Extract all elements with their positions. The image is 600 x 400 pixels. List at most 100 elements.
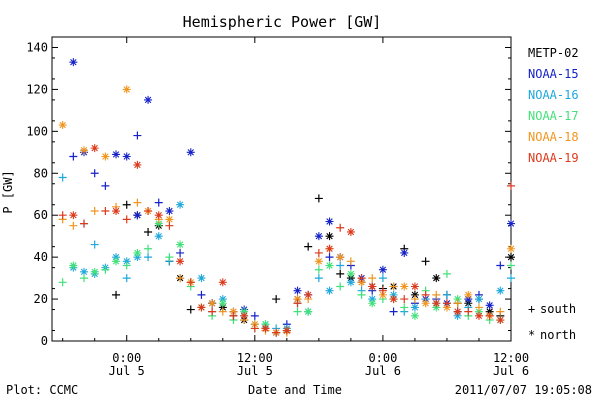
noaa-17-north-point	[410, 311, 419, 320]
y-tick-label: 100	[26, 124, 48, 138]
noaa-18-north-point	[293, 295, 302, 304]
noaa-19-north-point	[197, 303, 206, 312]
metp-02-south-point	[112, 290, 121, 299]
noaa-15-south-point	[325, 253, 334, 262]
noaa-15-north-point	[186, 148, 195, 157]
noaa-15-north-point	[378, 265, 387, 274]
y-tick-label: 80	[34, 166, 48, 180]
noaa-19-north-point	[218, 278, 227, 287]
legend-entry-noaa-15: NOAA-15	[528, 67, 579, 81]
noaa-15-north-point	[122, 152, 131, 161]
y-tick-label: 0	[41, 334, 48, 348]
metp-02-north-point	[410, 290, 419, 299]
noaa-16-north-point	[112, 253, 121, 262]
noaa-18-north-point	[165, 215, 174, 224]
noaa-15-south-point	[496, 261, 505, 270]
noaa-19-north-point	[133, 160, 142, 169]
noaa-19-north-point	[112, 207, 121, 216]
x-tick-label-date: Jul 5	[109, 364, 145, 378]
noaa-18-south-point	[368, 274, 377, 283]
noaa-18-north-point	[58, 121, 67, 130]
noaa-16-south-point	[336, 261, 345, 270]
noaa-19-south-point	[293, 299, 302, 308]
noaa-16-north-point	[154, 232, 163, 241]
noaa-15-north-point	[165, 207, 174, 216]
legend-entry-metp-02: METP-02	[528, 46, 579, 60]
noaa-19-north-point	[389, 295, 398, 304]
y-tick-label: 60	[34, 208, 48, 222]
metp-02-north-point	[218, 303, 227, 312]
metp-02-south-point	[421, 257, 430, 266]
y-axis-label: P [GW]	[1, 170, 15, 213]
marker-legend-south: south	[540, 302, 576, 316]
noaa-19-south-point	[208, 307, 217, 316]
noaa-15-north-point	[293, 286, 302, 295]
noaa-19-south-point	[80, 219, 89, 228]
noaa-16-south-point	[58, 173, 67, 182]
noaa-15-south-point	[176, 248, 185, 257]
x-tick-label-date: Jul 6	[365, 364, 401, 378]
metp-02-north-point	[432, 274, 441, 283]
noaa-17-south-point	[357, 290, 366, 299]
noaa-18-south-point	[410, 295, 419, 304]
noaa-15-north-point	[325, 217, 334, 226]
noaa-16-north-point	[80, 267, 89, 276]
noaa-18-south-point	[432, 290, 441, 299]
x-tick-label-time: 0:00	[368, 351, 397, 365]
x-tick-label-date: Jul 5	[237, 364, 273, 378]
noaa-17-south-point	[314, 265, 323, 274]
noaa-19-south-point	[122, 215, 131, 224]
noaa-15-north-point	[69, 58, 78, 67]
noaa-15-south-point	[389, 307, 398, 316]
noaa-19-north-point	[282, 326, 291, 335]
noaa-17-north-point	[346, 269, 355, 278]
noaa-17-south-point	[442, 269, 451, 278]
noaa-17-north-point	[90, 267, 99, 276]
x-axis-label: Date and Time	[248, 383, 342, 397]
noaa-18-south-point	[176, 274, 185, 283]
noaa-16-north-point	[453, 311, 462, 320]
noaa-15-north-point	[400, 248, 409, 257]
noaa-17-north-point	[261, 320, 270, 329]
noaa-16-south-point	[442, 290, 451, 299]
data-layer	[58, 58, 515, 337]
noaa-15-south-point	[101, 181, 110, 190]
noaa-18-north-point	[464, 290, 473, 299]
noaa-17-north-point	[69, 261, 78, 270]
noaa-16-south-point	[314, 274, 323, 283]
noaa-19-north-point	[410, 282, 419, 291]
noaa-16-north-point	[176, 200, 185, 209]
noaa-19-north-point	[453, 307, 462, 316]
noaa-15-north-point	[144, 95, 153, 104]
noaa-17-north-point	[325, 261, 334, 270]
noaa-19-south-point	[58, 211, 67, 220]
noaa-17-south-point	[80, 274, 89, 283]
noaa-16-north-point	[368, 295, 377, 304]
y-tick-label: 20	[34, 292, 48, 306]
noaa-19-north-point	[325, 244, 334, 253]
legend-entry-noaa-16: NOAA-16	[528, 88, 579, 102]
noaa-19-north-point	[240, 311, 249, 320]
noaa-17-north-point	[304, 307, 313, 316]
plot-credit: Plot: CCMC	[6, 383, 78, 397]
legend-entry-noaa-17: NOAA-17	[528, 109, 579, 123]
y-tick-label: 40	[34, 250, 48, 264]
noaa-16-north-point	[325, 286, 334, 295]
noaa-16-south-point	[122, 274, 131, 283]
noaa-17-south-point	[400, 303, 409, 312]
noaa-18-north-point	[507, 244, 515, 253]
noaa-19-south-point	[272, 328, 281, 337]
noaa-19-south-point	[186, 278, 195, 287]
legend: METP-02 NOAA-15 NOAA-16 NOAA-17 NOAA-18 NOAA-…	[528, 46, 579, 342]
metp-02-north-point	[325, 232, 334, 241]
noaa-16-north-point	[197, 274, 206, 283]
timestamp: 2011/07/07 19:05:08	[455, 383, 592, 397]
noaa-19-south-point	[314, 248, 323, 257]
noaa-17-north-point	[240, 307, 249, 316]
noaa-19-south-point	[442, 299, 451, 308]
noaa-17-north-point	[154, 219, 163, 228]
x-tick-label-time: 12:00	[493, 351, 529, 365]
noaa-17-north-point	[368, 299, 377, 308]
noaa-15-south-point	[90, 169, 99, 178]
noaa-19-south-point	[378, 286, 387, 295]
